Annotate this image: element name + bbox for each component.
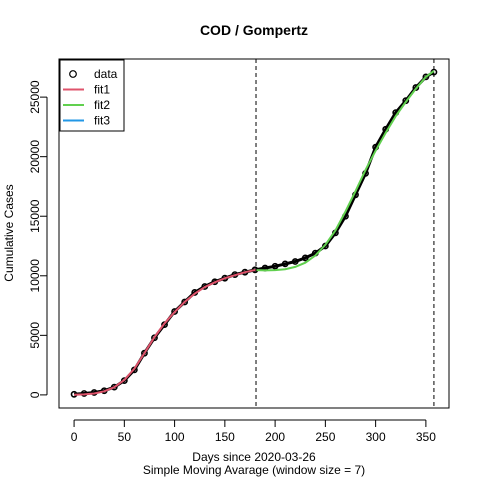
legend-symbol-data bbox=[69, 70, 77, 78]
data-point-band bbox=[73, 70, 435, 396]
x-tick-label: 0 bbox=[71, 430, 78, 444]
legend-label-fit2: fit2 bbox=[94, 98, 110, 112]
data-point bbox=[171, 308, 178, 315]
x-tick-label: 200 bbox=[265, 430, 285, 444]
y-axis: 0 5000 10000 15000 20000 25000 bbox=[28, 80, 48, 398]
data-point bbox=[181, 298, 189, 306]
x-tick-label: 350 bbox=[416, 430, 436, 444]
x-axis-label: Days since 2020-03-26 bbox=[192, 450, 316, 464]
y-axis-label: Cumulative Cases bbox=[2, 184, 16, 281]
x-tick-label: 250 bbox=[315, 430, 335, 444]
chart-title: COD / Gompertz bbox=[200, 22, 308, 38]
y-tick-label: 5000 bbox=[28, 322, 42, 349]
series-line-fit1 bbox=[74, 268, 257, 396]
x-tick-label: 100 bbox=[165, 430, 185, 444]
y-tick-label: 15000 bbox=[28, 199, 42, 233]
y-tick-label: 25000 bbox=[28, 80, 42, 114]
x-axis-sublabel: Simple Moving Avarage (window size = 7) bbox=[143, 463, 365, 477]
x-tick-label: 150 bbox=[215, 430, 235, 444]
plot-frame bbox=[58, 58, 450, 409]
y-tick-label: 10000 bbox=[28, 259, 42, 293]
legend-label-data: data bbox=[94, 67, 118, 81]
x-axis: 0 50 100 150 200 250 300 350 bbox=[71, 419, 436, 444]
y-tick-label: 0 bbox=[28, 391, 42, 398]
legend-label-fit1: fit1 bbox=[94, 83, 110, 97]
x-tick-label: 300 bbox=[366, 430, 386, 444]
x-tick-label: 50 bbox=[118, 430, 132, 444]
series-line-fit2 bbox=[255, 70, 435, 272]
plot-area bbox=[70, 59, 438, 408]
legend-label-fit3: fit3 bbox=[94, 114, 110, 128]
y-tick-label: 20000 bbox=[28, 140, 42, 174]
